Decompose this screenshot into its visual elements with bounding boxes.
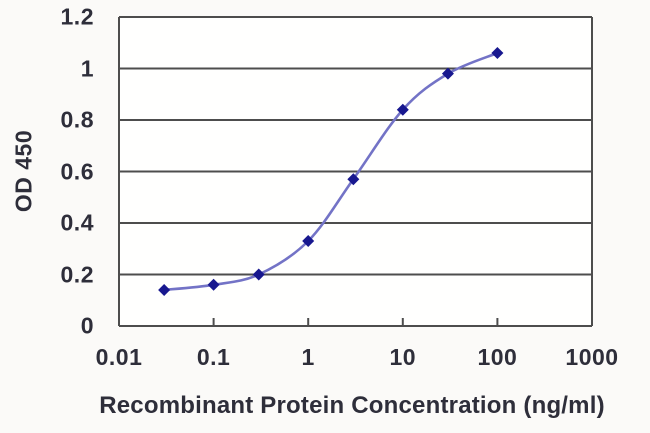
y-tick-label-0.2: 0.2 bbox=[60, 261, 94, 287]
data-point-marker-3 bbox=[347, 173, 360, 186]
x-tick-label-0.1: 0.1 bbox=[196, 344, 231, 370]
data-point-marker-100 bbox=[491, 47, 504, 60]
x-tick-label-1000: 1000 bbox=[565, 344, 619, 370]
data-point-marker-1 bbox=[302, 235, 315, 248]
y-tick-label-1.2: 1.2 bbox=[60, 3, 94, 30]
data-point-marker-0.03 bbox=[158, 283, 171, 296]
y-tick-label-1: 1 bbox=[80, 55, 94, 81]
data-point-marker-10 bbox=[396, 103, 409, 116]
x-tick-label-0.01: 0.01 bbox=[95, 344, 143, 370]
data-point-marker-0.3 bbox=[252, 268, 265, 281]
x-tick-label-100: 100 bbox=[477, 344, 518, 370]
y-axis-title: OD 450 bbox=[10, 129, 37, 213]
x-tick-label-1: 1 bbox=[301, 344, 315, 370]
x-tick-label-10: 10 bbox=[389, 344, 417, 370]
y-tick-label-0: 0 bbox=[80, 312, 94, 339]
y-tick-label-0.4: 0.4 bbox=[60, 209, 94, 236]
series-line bbox=[163, 51, 498, 292]
data-point-marker-30 bbox=[441, 67, 454, 80]
y-tick-label-0.8: 0.8 bbox=[60, 106, 94, 133]
x-axis-title: Recombinant Protein Concentration (ng/ml… bbox=[99, 392, 605, 419]
y-tick-label-0.6: 0.6 bbox=[60, 158, 94, 184]
data-point-marker-0.1 bbox=[207, 278, 220, 291]
